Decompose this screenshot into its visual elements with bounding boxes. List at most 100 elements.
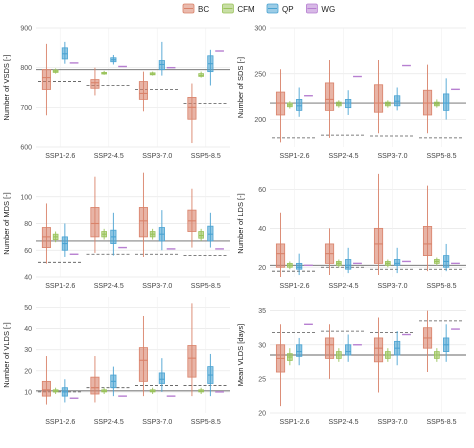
box xyxy=(138,81,148,100)
box-cfm xyxy=(101,70,107,75)
x-tick-label: SSP1-2.6 xyxy=(280,153,310,160)
legend-label: BC xyxy=(198,5,209,14)
box xyxy=(41,380,51,397)
box-bc xyxy=(138,71,148,112)
box-cfm xyxy=(384,100,391,108)
box-qp xyxy=(296,87,303,117)
box xyxy=(373,227,384,264)
box xyxy=(373,84,384,113)
y-tick-label: 20 xyxy=(24,368,32,375)
y-tick-label: 20 xyxy=(258,265,266,272)
box-qp xyxy=(443,243,450,272)
box-bc xyxy=(422,64,433,134)
box-qp xyxy=(61,223,68,257)
y-tick-label: 80 xyxy=(24,221,32,228)
x-tick-label: SSP2-4.5 xyxy=(94,153,124,160)
box-qp xyxy=(443,324,450,362)
y-axis-label: Number of MDS [-] xyxy=(2,192,11,255)
x-tick-label: SSP3-7.0 xyxy=(142,419,172,426)
box xyxy=(373,337,384,363)
box-cfm xyxy=(101,228,107,240)
box-qp xyxy=(296,337,303,366)
x-tick-label: SSP5-8.5 xyxy=(191,419,221,426)
box-qp xyxy=(345,334,352,362)
legend-item-wg: WG xyxy=(305,3,335,14)
x-tick-label: SSP5-8.5 xyxy=(427,153,457,160)
y-axis-label: Mean VLDS [days] xyxy=(236,324,245,387)
legend-item-cfm: CFM xyxy=(221,3,255,14)
y-axis-label: Number of VSDS [-] xyxy=(2,54,11,120)
y-tick-label: 100 xyxy=(20,194,32,201)
box-cfm xyxy=(52,231,59,243)
box xyxy=(90,207,100,238)
box xyxy=(198,231,204,239)
y-tick-label: 200 xyxy=(254,117,266,124)
box-bc xyxy=(90,356,100,403)
box-cfm xyxy=(52,387,59,395)
x-tick-label: SSP3-7.0 xyxy=(378,153,408,160)
y-tick-label: 40 xyxy=(258,226,266,233)
box xyxy=(187,97,197,120)
y-tick-label: 600 xyxy=(20,145,32,152)
box-bc xyxy=(373,317,384,393)
box-bc xyxy=(324,324,335,379)
y-tick-label: 900 xyxy=(20,26,32,33)
legend-label: WG xyxy=(321,5,335,14)
box xyxy=(41,227,51,248)
box xyxy=(443,93,450,111)
box-cfm xyxy=(198,71,204,78)
box-cfm xyxy=(149,228,156,240)
box-bc xyxy=(90,67,100,96)
box xyxy=(198,73,204,77)
y-tick-label: 250 xyxy=(254,71,266,78)
box-cfm xyxy=(384,348,391,362)
box-qp xyxy=(394,87,401,111)
y-tick-label: 700 xyxy=(20,105,32,112)
panel-2: 200 250 300 Number of SDS [-] SSP1-2.6 SSP2-4… xyxy=(236,26,466,160)
y-tick-label: 300 xyxy=(254,26,266,33)
x-tick-label: SSP1-2.6 xyxy=(45,283,75,290)
y-axis-label: Number of LDS [-] xyxy=(236,193,245,253)
y-tick-label: 40 xyxy=(24,275,32,282)
y-tick-label: 800 xyxy=(20,65,32,72)
box-bc xyxy=(324,60,335,138)
box-cfm xyxy=(335,259,342,268)
box-bc xyxy=(275,69,286,143)
x-tick-label: SSP2-4.5 xyxy=(329,419,359,426)
x-tick-label: SSP2-4.5 xyxy=(94,419,124,426)
box-bc xyxy=(275,324,286,407)
x-tick-label: SSP1-2.6 xyxy=(45,153,75,160)
y-tick-label: 25 xyxy=(258,376,266,383)
box-bc xyxy=(41,356,51,405)
box-cfm xyxy=(433,348,440,362)
y-tick-label: 35 xyxy=(258,308,266,315)
box-qp xyxy=(110,212,117,256)
x-tick-label: SSP3-7.0 xyxy=(142,153,172,160)
box-qp xyxy=(296,253,303,276)
legend-label: CFM xyxy=(237,5,255,14)
box-qp xyxy=(207,353,214,397)
box-cfm xyxy=(198,228,204,241)
box-qp xyxy=(110,54,117,65)
x-tick-label: SSP5-8.5 xyxy=(427,419,457,426)
box-bc xyxy=(138,315,148,397)
box-cfm xyxy=(335,348,342,362)
x-tick-label: SSP1-2.6 xyxy=(280,283,310,290)
y-axis-label: Number of VLDS [-] xyxy=(2,322,11,387)
box-cfm xyxy=(52,68,59,74)
box-cfm xyxy=(286,348,293,366)
box-qp xyxy=(110,366,117,397)
box-bc xyxy=(138,172,148,257)
box xyxy=(345,344,352,356)
box-bc xyxy=(187,83,197,144)
box xyxy=(138,207,148,238)
box-bc xyxy=(422,310,433,373)
box-bc xyxy=(373,173,384,276)
box-cfm xyxy=(335,100,342,108)
box-qp xyxy=(207,49,214,86)
box-cfm xyxy=(433,257,440,266)
panel-5: 10 20 30 40 50 Number of VLDS [-] SSP1-2.6 SSP2… xyxy=(2,297,230,426)
x-tick-label: SSP5-8.5 xyxy=(191,283,221,290)
